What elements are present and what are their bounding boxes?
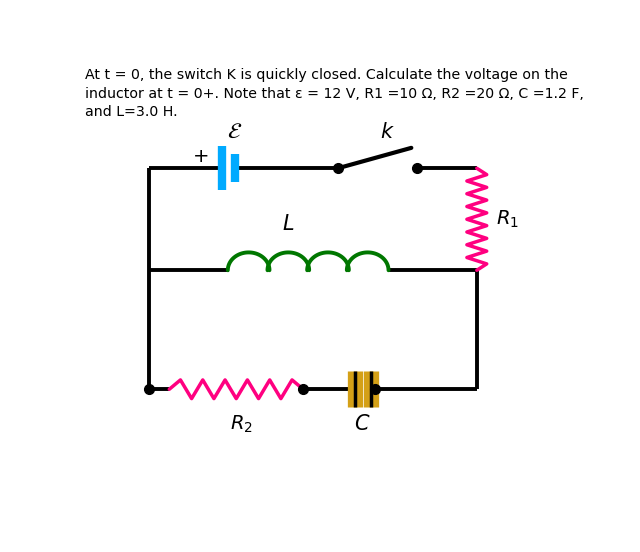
Text: At t = 0, the switch K is quickly closed. Calculate the voltage on the
inductor : At t = 0, the switch K is quickly closed… — [85, 68, 584, 119]
Text: $L$: $L$ — [282, 214, 294, 234]
Text: $\mathcal{E}$: $\mathcal{E}$ — [227, 122, 243, 142]
Text: $R_2$: $R_2$ — [230, 414, 253, 435]
Text: $+$: $+$ — [192, 147, 208, 166]
Text: $R_1$: $R_1$ — [495, 209, 518, 230]
Text: $k$: $k$ — [380, 122, 395, 142]
Text: $C$: $C$ — [355, 414, 371, 434]
